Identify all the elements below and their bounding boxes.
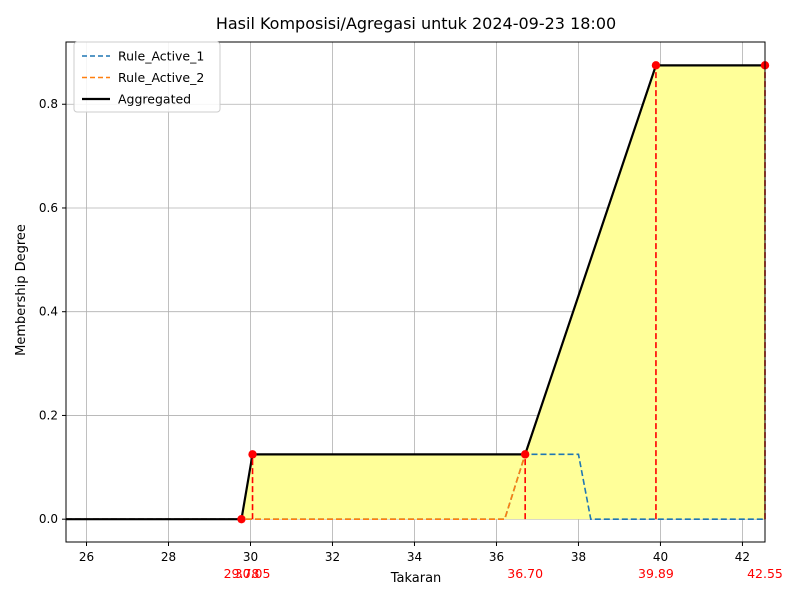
marker-point	[651, 61, 661, 70]
plot-frame	[65, 41, 766, 543]
x-axis-ticks: 26 28 30 32 34 36 38 40 42	[79, 542, 750, 564]
aggregated-fill-area	[66, 65, 765, 520]
x-tick-label: 40	[653, 550, 668, 564]
y-tick-label: 0.0	[39, 512, 58, 526]
legend-label: Rule_Active_2	[118, 70, 204, 85]
x-tick-label: 34	[407, 550, 422, 564]
y-axis-label: Membership Degree	[14, 224, 29, 356]
x-tick-label: 30	[243, 550, 258, 564]
marker-point	[520, 450, 530, 459]
marker-point	[248, 450, 257, 459]
y-axis-ticks: 0.0 0.2 0.4 0.6 0.8	[39, 97, 66, 526]
series-line-aggregated	[66, 64, 765, 521]
marker-point	[237, 514, 246, 524]
legend-label: Rule_Active_1	[118, 49, 204, 64]
x-tick-label: 26	[79, 550, 94, 564]
x-tick-label: 32	[325, 550, 340, 564]
marker-value-label: 39.89	[638, 566, 674, 581]
legend-box	[73, 41, 221, 113]
marker-value-label: 42.55	[747, 566, 783, 581]
marker-value-label: 30.05	[235, 566, 271, 581]
y-tick-label: 0.6	[39, 201, 58, 215]
y-tick-label: 0.2	[39, 408, 58, 422]
y-tick-label: 0.8	[39, 97, 58, 111]
aggregated-fill	[66, 65, 765, 520]
x-axis-label: Takaran	[390, 571, 442, 586]
chart-title: Hasil Komposisi/Agregasi untuk 2024-09-2…	[216, 14, 616, 33]
x-tick-label: 36	[489, 550, 504, 564]
x-tick-label: 28	[161, 550, 176, 564]
x-tick-label: 38	[571, 550, 586, 564]
marker-value-label: 29.78	[224, 566, 260, 581]
y-tick-label: 0.4	[39, 305, 58, 319]
legend: Rule_Active_1 Rule_Active_2 Aggregated	[73, 41, 221, 113]
marker-value-label: 36.70	[507, 566, 543, 581]
x-tick-label: 42	[735, 550, 750, 564]
legend-label: Aggregated	[118, 92, 191, 107]
